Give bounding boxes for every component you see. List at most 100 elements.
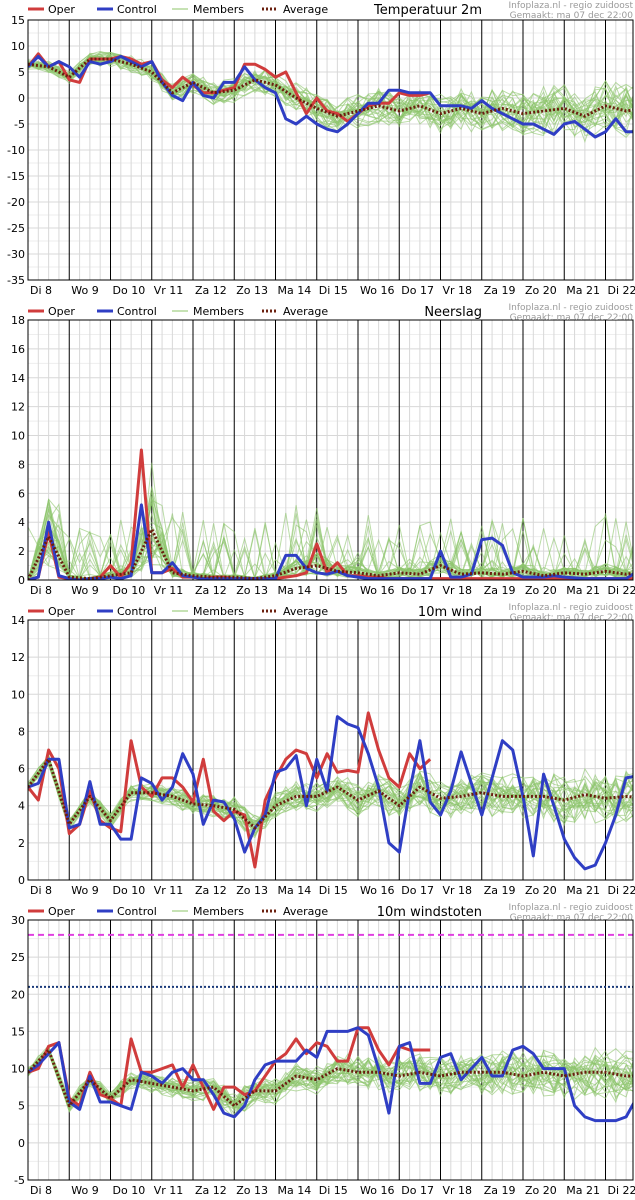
x-tick-label: Za 12 — [195, 1184, 227, 1197]
x-tick-label: Ma 21 — [566, 884, 600, 897]
x-tick-label: Di 22 — [608, 584, 635, 597]
x-tick-label: Zo 13 — [236, 884, 268, 897]
x-tick-label: Zo 20 — [525, 284, 557, 297]
x-tick-label: Di 15 — [319, 884, 348, 897]
y-tick-label: 16 — [11, 343, 25, 356]
x-tick-label: Di 8 — [30, 884, 52, 897]
y-tick-label: -5 — [14, 118, 25, 131]
y-tick-label: 12 — [11, 401, 25, 414]
chart-title: Neerslag — [424, 305, 482, 320]
control-series-line — [28, 503, 633, 580]
legend-average-label: Average — [283, 605, 328, 618]
member-line — [28, 762, 633, 832]
member-line — [28, 54, 633, 131]
chart-panel-4: 30 25 20 15 10 5 0 -5 Di 8 Wo 9 Do 10 Vr 11 Za 12 Zo … — [11, 903, 635, 1197]
member-line — [28, 1048, 633, 1115]
x-tick-label: Zo 20 — [525, 884, 557, 897]
x-tick-label: Do 10 — [113, 584, 146, 597]
source-credit: Infoplaza.nl - regio zuidoost — [508, 903, 633, 913]
x-tick-label: Za 12 — [195, 884, 227, 897]
y-tick-label: 14 — [11, 372, 25, 385]
y-tick-label: 4 — [18, 800, 25, 813]
x-tick-label: Di 8 — [30, 584, 52, 597]
y-tick-label: 5 — [18, 1100, 25, 1113]
member-line — [28, 57, 633, 134]
x-tick-label: Za 19 — [484, 584, 516, 597]
x-tick-label: Vr 18 — [443, 284, 473, 297]
x-tick-label: Di 22 — [608, 1184, 635, 1197]
y-tick-label: -35 — [7, 274, 25, 287]
x-tick-label: Di 22 — [608, 284, 635, 297]
x-tick-label: Do 10 — [113, 284, 146, 297]
y-tick-label: 15 — [11, 1025, 25, 1038]
x-tick-label: Zo 13 — [236, 1184, 268, 1197]
member-line — [28, 763, 633, 827]
member-line — [28, 1048, 633, 1107]
y-tick-label: 30 — [11, 914, 25, 927]
legend-control-label: Control — [117, 3, 157, 16]
x-tick-label: Za 12 — [195, 284, 227, 297]
y-tick-label: 10 — [11, 688, 25, 701]
x-tick-label: Vr 11 — [154, 584, 184, 597]
y-tick-label: 10 — [11, 430, 25, 443]
y-tick-label: 2 — [18, 837, 25, 850]
x-tick-label: Wo 16 — [360, 584, 394, 597]
y-tick-label: 6 — [18, 763, 25, 776]
source-credit: Infoplaza.nl - regio zuidoost — [508, 303, 633, 313]
x-tick-label: Wo 16 — [360, 284, 394, 297]
legend-average-label: Average — [283, 305, 328, 318]
x-tick-label: Ma 14 — [278, 584, 312, 597]
chart-panel-1: 15 10 5 0 -5 -10 -15 -20 -25 -30 -35 Di 8 Wo 9 Do 10 V… — [7, 1, 635, 297]
oper-series-line — [28, 448, 633, 580]
y-tick-label: -10 — [7, 144, 25, 157]
y-tick-label: 15 — [11, 14, 25, 27]
average-series-line — [28, 757, 633, 830]
member-line — [28, 1046, 633, 1112]
x-tick-label: Vr 11 — [154, 284, 184, 297]
series-group — [28, 1026, 633, 1123]
y-tick-label: 10 — [11, 1063, 25, 1076]
chart-panel-2: 0 2 4 6 8 10 12 14 16 18 Di 8 Wo 9 Do 10 Vr 11 Za 12 Zo… — [11, 303, 635, 597]
x-tick-label: Do 10 — [113, 1184, 146, 1197]
legend-control-label: Control — [117, 305, 157, 318]
x-tick-label: Di 8 — [30, 284, 52, 297]
legend: Oper Control Members Average — [28, 605, 328, 618]
x-tick-label: Wo 9 — [71, 1184, 98, 1197]
x-tick-label: Ma 21 — [566, 1184, 600, 1197]
average-series-line — [28, 1048, 633, 1108]
legend: Oper Control Members Average — [28, 905, 328, 918]
legend-control-label: Control — [117, 605, 157, 618]
chart-title: 10m wind — [418, 605, 482, 620]
legend: Oper Control Members Average — [28, 3, 328, 16]
y-tick-label: 14 — [11, 614, 25, 627]
y-tick-label: 8 — [18, 725, 25, 738]
y-tick-label: 5 — [18, 66, 25, 79]
legend-average-label: Average — [283, 905, 328, 918]
legend-oper-label: Oper — [48, 905, 75, 918]
plot-border — [27, 19, 634, 281]
legend-members-label: Members — [193, 605, 244, 618]
y-tick-label: -15 — [7, 170, 25, 183]
control-series-line — [28, 54, 633, 139]
y-tick-label: -25 — [7, 222, 25, 235]
y-tick-label: -30 — [7, 248, 25, 261]
x-tick-label: Ma 14 — [278, 1184, 312, 1197]
x-tick-label: Ma 21 — [566, 284, 600, 297]
x-tick-label: Di 15 — [319, 584, 348, 597]
x-tick-label: Za 19 — [484, 1184, 516, 1197]
legend: Oper Control Members Average — [28, 305, 328, 318]
legend-average-label: Average — [283, 3, 328, 16]
member-line — [28, 756, 633, 829]
member-line — [28, 55, 633, 136]
x-tick-label: Zo 20 — [525, 1184, 557, 1197]
x-tick-label: Wo 9 — [71, 584, 98, 597]
x-tick-label: Do 17 — [401, 284, 434, 297]
series-group — [28, 448, 633, 580]
y-tick-label: 25 — [11, 951, 25, 964]
x-tick-label: Di 8 — [30, 1184, 52, 1197]
legend-oper-label: Oper — [48, 3, 75, 16]
y-tick-label: 20 — [11, 988, 25, 1001]
plot-border — [27, 319, 634, 581]
chart-panel-3: 0 2 4 6 8 10 12 14 Di 8 Wo 9 Do 10 Vr 11 Za 12 Zo 13 M… — [11, 603, 635, 897]
